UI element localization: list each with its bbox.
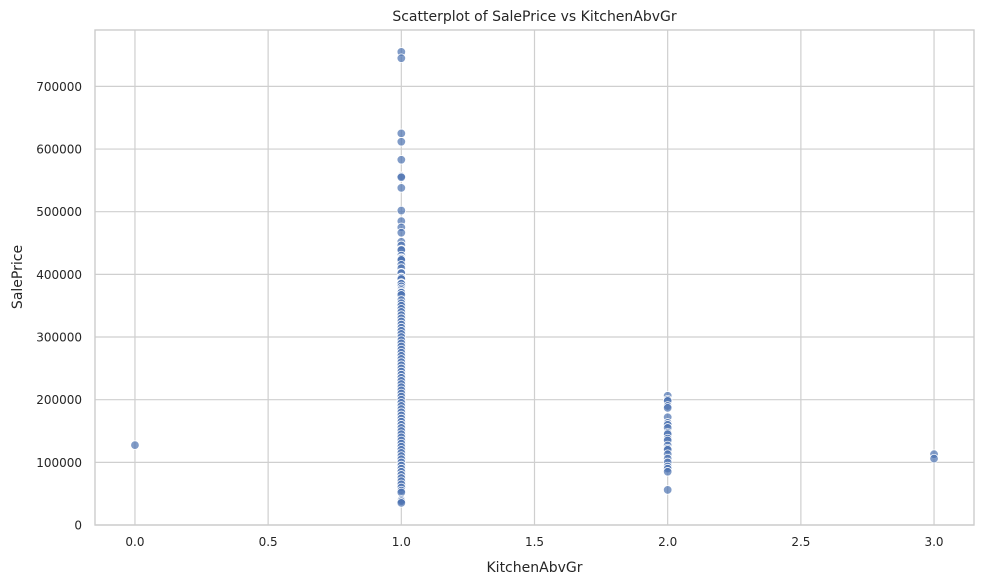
- data-point: [396, 498, 407, 508]
- data-point: [396, 53, 407, 63]
- data-point: [662, 467, 673, 477]
- x-axis-label: KitchenAbvGr: [487, 560, 583, 576]
- data-point: [396, 155, 407, 165]
- x-tick-label: 1.5: [525, 535, 544, 549]
- y-tick-label: 500000: [36, 205, 82, 219]
- y-tick-label: 700000: [36, 80, 82, 94]
- x-tick-label: 2.0: [658, 535, 677, 549]
- data-point: [396, 227, 407, 238]
- x-tick-label: 2.5: [791, 535, 810, 549]
- x-tick-label: 3.0: [924, 535, 943, 549]
- data-point: [396, 172, 407, 182]
- data-point: [396, 183, 407, 193]
- data-points: [130, 47, 939, 508]
- data-point: [396, 137, 407, 147]
- x-tick-label: 1.0: [392, 535, 411, 549]
- y-tick-label: 200000: [36, 393, 82, 407]
- y-tick-labels: 0 100000 200000 300000 400000 500000 600000 700…: [36, 80, 82, 533]
- y-tick-label: 300000: [36, 331, 82, 345]
- data-point: [662, 485, 673, 495]
- chart-title: Scatterplot of SalePrice vs KitchenAbvGr: [392, 9, 677, 25]
- x-tick-label: 0.5: [259, 535, 278, 549]
- x-tick-label: 0.0: [125, 535, 144, 549]
- y-tick-label: 100000: [36, 456, 82, 470]
- plot-area-frame: [94, 29, 975, 526]
- data-point: [396, 205, 407, 216]
- x-gridlines: [134, 30, 935, 525]
- y-tick-label: 400000: [36, 268, 82, 282]
- y-tick-label: 600000: [36, 143, 82, 157]
- y-gridlines: [95, 85, 974, 526]
- data-point: [396, 128, 407, 139]
- data-point: [130, 440, 140, 450]
- x-tick-labels: 0.0 0.5 1.0 1.5 2.0 2.5 3.0: [125, 535, 943, 549]
- data-point: [662, 403, 673, 413]
- y-axis-label: SalePrice: [10, 245, 26, 309]
- y-tick-label: 0: [74, 519, 82, 533]
- data-point: [929, 453, 939, 464]
